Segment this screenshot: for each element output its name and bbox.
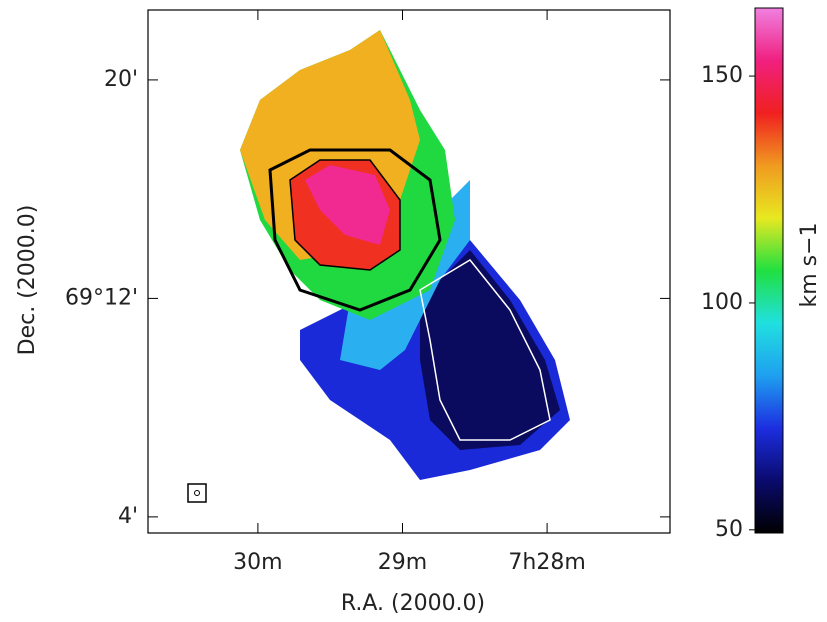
y-axis-label: Dec. (2000.0) [15,205,40,356]
colorbar-tick-label: 50 [715,517,743,542]
colorbar-label: km s−1 [797,222,822,307]
colorbar-tick-label: 100 [701,290,743,315]
colorbar-tick-label: 150 [701,63,743,88]
x-tick-label: 7h28m [508,550,585,575]
x-tick-label: 30m [233,550,282,575]
y-tick-label: 4' [118,504,138,529]
y-tick-label: 20' [104,67,138,92]
velocity-map [187,30,570,503]
plot-frame [147,9,671,534]
colorbar [754,7,784,534]
y-tick-label: 69°12' [65,285,138,310]
x-tick-label: 29m [378,550,427,575]
x-axis-label: R.A. (2000.0) [341,591,485,616]
